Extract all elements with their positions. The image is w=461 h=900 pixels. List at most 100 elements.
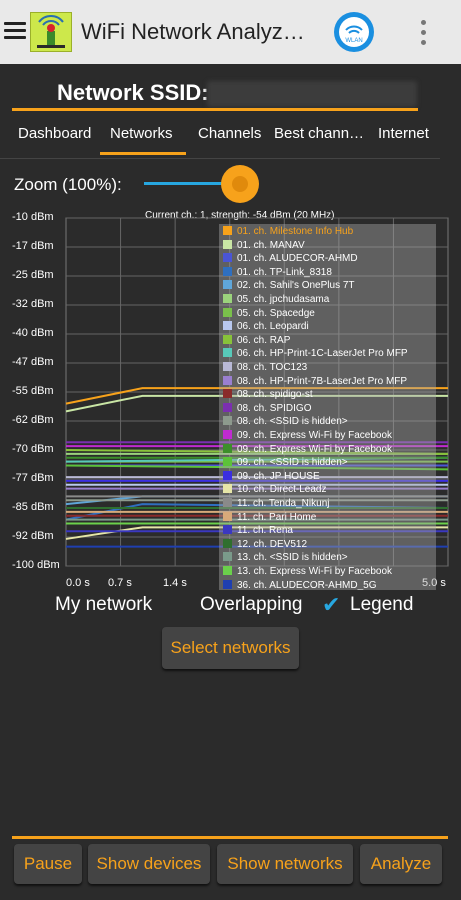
legend-item: 08. ch. SPIDIGO bbox=[223, 402, 311, 415]
ssid-divider bbox=[12, 108, 418, 111]
legend-swatch bbox=[223, 226, 232, 235]
legend-swatch bbox=[223, 566, 232, 575]
x-tick-label: 5.0 s bbox=[422, 577, 446, 589]
legend-swatch bbox=[223, 280, 232, 290]
legend-swatch bbox=[223, 484, 232, 494]
app-title: WiFi Network Analyz… bbox=[81, 19, 305, 44]
legend-label: 11. ch. Pari Home bbox=[237, 511, 317, 523]
legend-label: 08. ch. TOC123 bbox=[237, 362, 308, 373]
legend-label: 06. ch. HP-Print-1C-LaserJet Pro MFP bbox=[237, 348, 408, 360]
legend-label: 36. ch. ALUDECOR-AHMD_5G bbox=[237, 579, 377, 590]
series-line bbox=[65, 503, 449, 521]
show-networks-button[interactable]: Show networks bbox=[217, 844, 353, 884]
series-line bbox=[65, 387, 448, 405]
legend-item: 01. ch. Milestone Info Hub bbox=[223, 226, 353, 238]
overlapping-toggle[interactable]: Overlapping bbox=[200, 594, 303, 615]
legend-item: 08. ch. HP-Print-7B-LaserJet Pro MFP bbox=[223, 375, 407, 388]
legend-swatch bbox=[223, 430, 232, 439]
legend-label: 08. ch. <SSID is hidden> bbox=[237, 416, 348, 428]
tab-networks[interactable]: Networks bbox=[110, 125, 173, 142]
legend-label: 01. ch. MANAV bbox=[237, 239, 305, 251]
legend-item: 13. ch. Express Wi-Fi by Facebook bbox=[223, 566, 392, 578]
legend-item: 01. ch. TP-Link_8318 bbox=[223, 266, 332, 279]
legend-label: 10. ch. Direct-Leadz bbox=[237, 484, 327, 496]
overflow-menu-icon[interactable] bbox=[421, 20, 427, 50]
legend-item: 11. ch. Pari Home bbox=[223, 511, 317, 524]
x-tick-label: 0.7 s bbox=[108, 577, 132, 589]
legend-swatch bbox=[223, 389, 232, 399]
tab-divider bbox=[0, 158, 440, 159]
legend-label: 01. ch. TP-Link_8318 bbox=[237, 266, 332, 278]
y-tick-label: -32 dBm bbox=[12, 298, 54, 310]
legend-label: 05. ch. Spacedge bbox=[237, 307, 315, 319]
legend-label: 06. ch. RAP bbox=[237, 334, 291, 346]
legend-swatch bbox=[223, 348, 232, 358]
legend-item: 05. ch. jpchudasama bbox=[223, 294, 329, 306]
menu-icon[interactable] bbox=[4, 22, 26, 40]
legend-checkbox-icon[interactable]: ✔ bbox=[322, 592, 341, 617]
series-line bbox=[65, 449, 449, 455]
tab-channels[interactable]: Channels bbox=[198, 125, 262, 142]
legend-label: 08. ch. spidigo-st bbox=[237, 389, 313, 401]
legend-label: 13. ch. Express Wi-Fi by Facebook bbox=[237, 566, 393, 577]
legend-item: 13. ch. <SSID is hidden> bbox=[223, 552, 348, 564]
legend-swatch bbox=[223, 511, 232, 521]
y-tick-label: -40 dBm bbox=[12, 327, 54, 339]
legend-item: 09. ch. <SSID is hidden> bbox=[223, 457, 348, 469]
pause-button[interactable]: Pause bbox=[14, 844, 82, 884]
zoom-slider-track[interactable] bbox=[144, 182, 236, 185]
legend-swatch bbox=[223, 334, 232, 344]
legend-item: 01. ch. MANAV bbox=[223, 239, 305, 252]
legend-label: 13. ch. <SSID is hidden> bbox=[237, 552, 348, 564]
legend-label: 02. ch. Sahil's OnePlus 7T bbox=[237, 280, 355, 292]
wlan-icon[interactable]: WLAN bbox=[334, 12, 374, 52]
legend-label: 05. ch. jpchudasama bbox=[237, 294, 330, 305]
analyze-button[interactable]: Analyze bbox=[360, 844, 442, 884]
y-tick-label: -17 dBm bbox=[12, 240, 54, 252]
series-line bbox=[65, 464, 449, 471]
legend-swatch bbox=[223, 402, 232, 412]
legend-swatch bbox=[223, 307, 232, 317]
legend-label: 11. ch. Rena bbox=[237, 525, 293, 537]
legend-label: 09. ch. Express Wi-Fi by Facebook bbox=[237, 430, 393, 441]
legend-swatch bbox=[223, 552, 232, 562]
y-tick-label: -10 dBm bbox=[12, 211, 54, 223]
legend-label: 06. ch. Leopardi bbox=[237, 321, 309, 333]
legend-item: 06. ch. Leopardi bbox=[223, 321, 309, 333]
legend-swatch bbox=[223, 266, 232, 276]
legend-label: 01. ch. Milestone Info Hub bbox=[237, 226, 354, 237]
y-tick-label: -55 dBm bbox=[12, 385, 54, 397]
my-network-toggle[interactable]: My network bbox=[55, 594, 153, 615]
tab-best-channels[interactable]: Best chann… bbox=[274, 125, 365, 142]
legend-swatch bbox=[223, 498, 232, 507]
signal-strength-chart bbox=[65, 217, 449, 567]
legend-label: 11. ch. Tenda_Nikunj bbox=[237, 498, 330, 509]
y-tick-label: -62 dBm bbox=[12, 414, 54, 426]
network-ssid-label: Network SSID: bbox=[57, 80, 209, 105]
y-tick-label: -77 dBm bbox=[12, 472, 54, 484]
bottom-divider bbox=[12, 836, 448, 839]
legend-toggle[interactable]: Legend bbox=[350, 594, 414, 615]
legend-label: 09. ch. JP HOUSE bbox=[237, 470, 320, 482]
legend-swatch bbox=[223, 321, 232, 331]
show-devices-button[interactable]: Show devices bbox=[88, 844, 210, 884]
legend-label: 09. ch. <SSID is hidden> bbox=[237, 457, 348, 469]
tab-internet[interactable]: Internet bbox=[378, 125, 429, 142]
legend-item: 11. ch. Tenda_Nikunj bbox=[223, 498, 329, 510]
legend-item: 05. ch. Spacedge bbox=[223, 307, 315, 320]
legend-swatch bbox=[223, 375, 232, 385]
x-tick-label: 1.4 s bbox=[163, 577, 187, 589]
legend-item: 08. ch. <SSID is hidden> bbox=[223, 416, 348, 428]
legend-item: 09. ch. Express Wi-Fi by Facebook bbox=[223, 430, 392, 442]
tab-dashboard[interactable]: Dashboard bbox=[18, 125, 92, 142]
legend-item: 11. ch. Rena bbox=[223, 525, 293, 537]
legend-item: 02. ch. Sahil's OnePlus 7T bbox=[223, 280, 355, 292]
y-tick-label: -92 dBm bbox=[12, 530, 54, 542]
wlan-badge-text: WLAN bbox=[345, 38, 362, 44]
legend-item: 10. ch. Direct-Leadz bbox=[223, 484, 327, 496]
legend-item: 06. ch. RAP bbox=[223, 334, 291, 347]
series-line bbox=[65, 394, 448, 413]
legend-label: 01. ch. ALUDECOR-AHMD bbox=[237, 253, 358, 265]
app-logo-icon bbox=[30, 12, 72, 52]
select-networks-button[interactable]: Select networks bbox=[162, 627, 299, 669]
